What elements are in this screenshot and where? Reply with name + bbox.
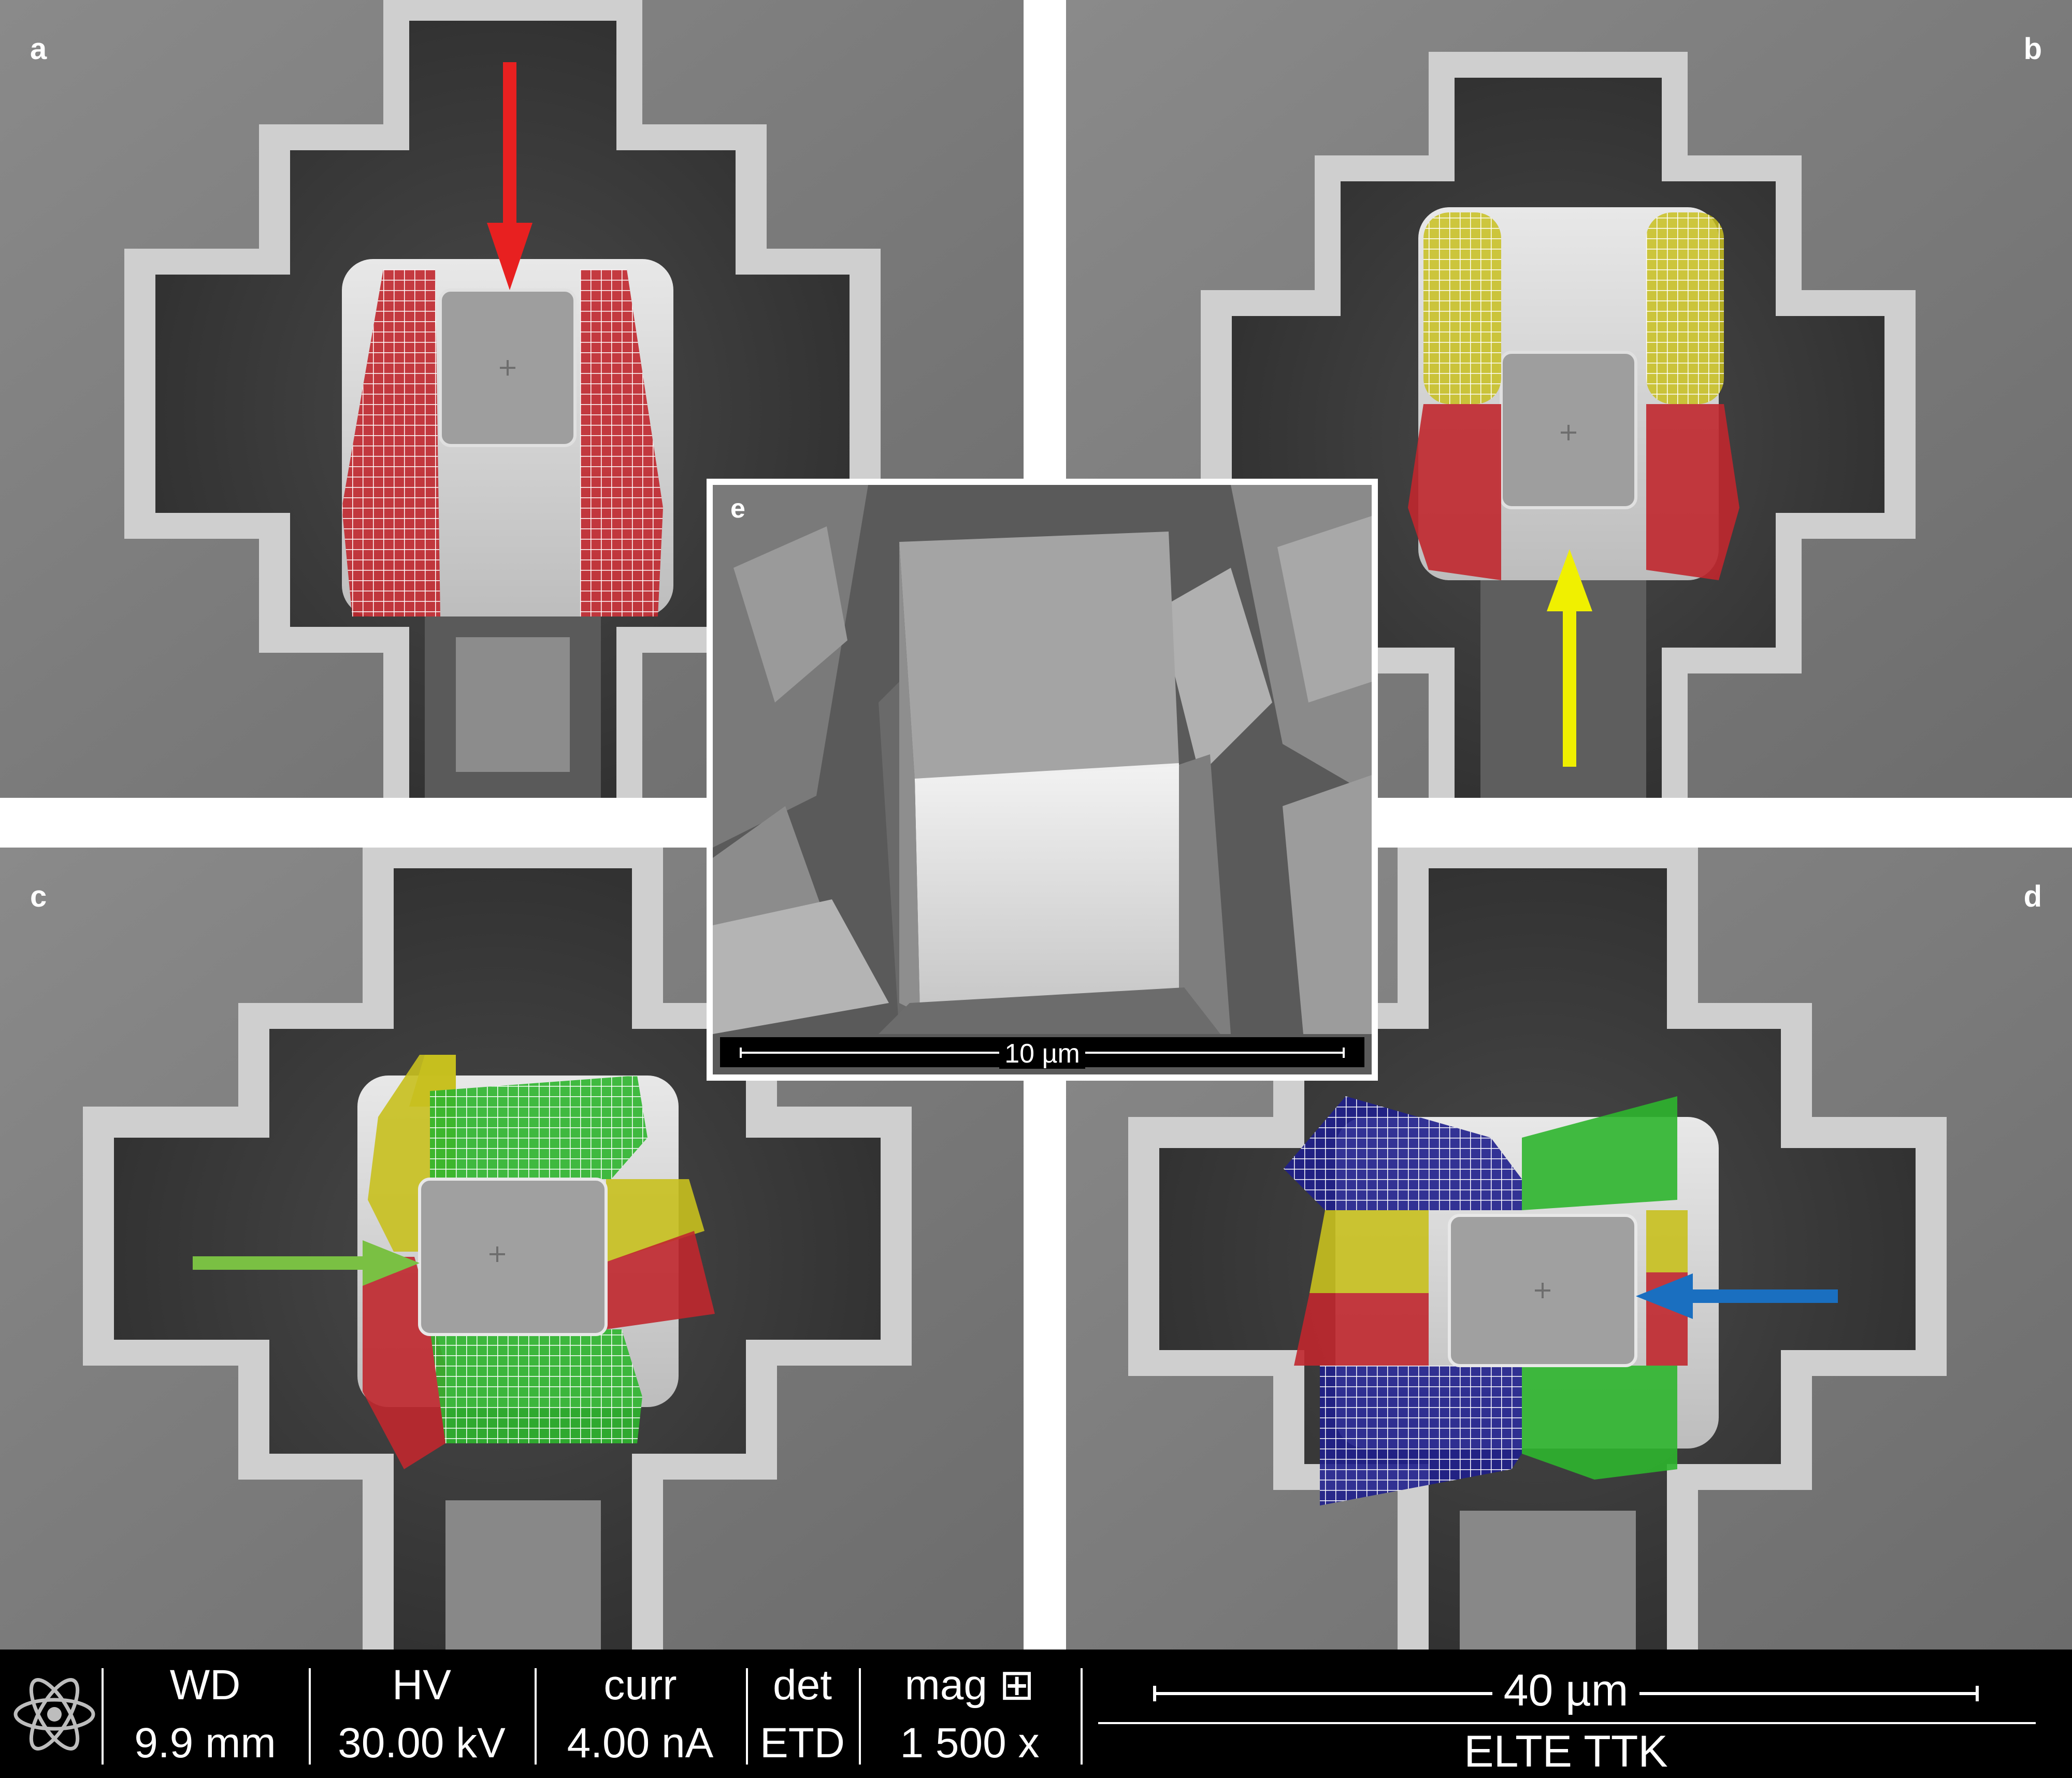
panel-label-d: d <box>2023 880 2042 913</box>
scale-bar-tick-left <box>1153 1686 1156 1701</box>
sem-info-bar: WD 9.9 mm HV 30.00 kV curr 4.00 nA det E… <box>0 1650 2072 1778</box>
scale-bar-tick-right <box>1343 1048 1345 1058</box>
atom-logo-icon <box>13 1678 95 1751</box>
info-value-wd: 9.9 mm <box>134 1719 276 1767</box>
info-value-det: ETD <box>760 1719 845 1767</box>
panel-label-a: a <box>30 32 47 66</box>
scale-bar-label: 40 µm <box>1492 1666 1640 1715</box>
info-field-hv: HV 30.00 kV <box>311 1656 533 1772</box>
info-label-curr: curr <box>603 1661 677 1709</box>
info-separator <box>535 1668 537 1765</box>
panel-label-b: b <box>2023 32 2042 66</box>
info-label-wd: WD <box>169 1661 241 1709</box>
sem-panel-b: b <box>1066 0 2072 798</box>
info-label-mag: mag ⊞ <box>904 1661 1035 1709</box>
info-separator <box>859 1668 861 1765</box>
scale-bar-tick-left <box>740 1048 742 1058</box>
scale-bar-tick-right <box>1976 1686 1979 1701</box>
sem-image-b <box>1066 0 2072 798</box>
info-separator <box>309 1668 311 1765</box>
scale-bar-label: 10 µm <box>999 1039 1085 1069</box>
scale-bar-10um: 10 µm <box>720 1037 1364 1069</box>
info-divider-line <box>1098 1722 2036 1724</box>
info-separator <box>746 1668 748 1765</box>
info-value-hv: 30.00 kV <box>338 1719 506 1767</box>
sem-panel-a: a <box>0 0 1024 798</box>
info-value-mag: 1 500 x <box>900 1719 1040 1767</box>
scale-bar-label-wrap: 10 µm <box>720 1039 1364 1069</box>
institution-label: ELTE TTK <box>1464 1727 1668 1776</box>
info-separator <box>102 1668 104 1765</box>
sem-panel-c: c <box>0 848 1024 1650</box>
info-separator <box>1081 1668 1083 1765</box>
panel-label-c: c <box>30 880 47 913</box>
info-field-wd: WD 9.9 mm <box>104 1656 307 1772</box>
sem-inset-panel-e: e 10 µm <box>707 479 1378 1081</box>
scale-bar-label-wrap: 40 µm <box>1093 1666 2039 1715</box>
info-field-mag: mag ⊞ 1 500 x <box>861 1656 1078 1772</box>
panel-label-e: e <box>730 494 745 524</box>
info-value-curr: 4.00 nA <box>567 1719 714 1767</box>
sem-image-e <box>713 485 1372 1074</box>
sem-image-e-wrap: e 10 µm <box>713 485 1372 1074</box>
scale-bar-40um: 40 µm ELTE TTK <box>1093 1650 2072 1778</box>
info-label-det: det <box>773 1661 832 1709</box>
info-field-curr: curr 4.00 nA <box>537 1656 744 1772</box>
sem-image-c <box>0 848 1024 1650</box>
info-label-hv: HV <box>392 1661 451 1709</box>
sem-image-a <box>0 0 1024 798</box>
info-field-det: det ETD <box>748 1656 857 1772</box>
